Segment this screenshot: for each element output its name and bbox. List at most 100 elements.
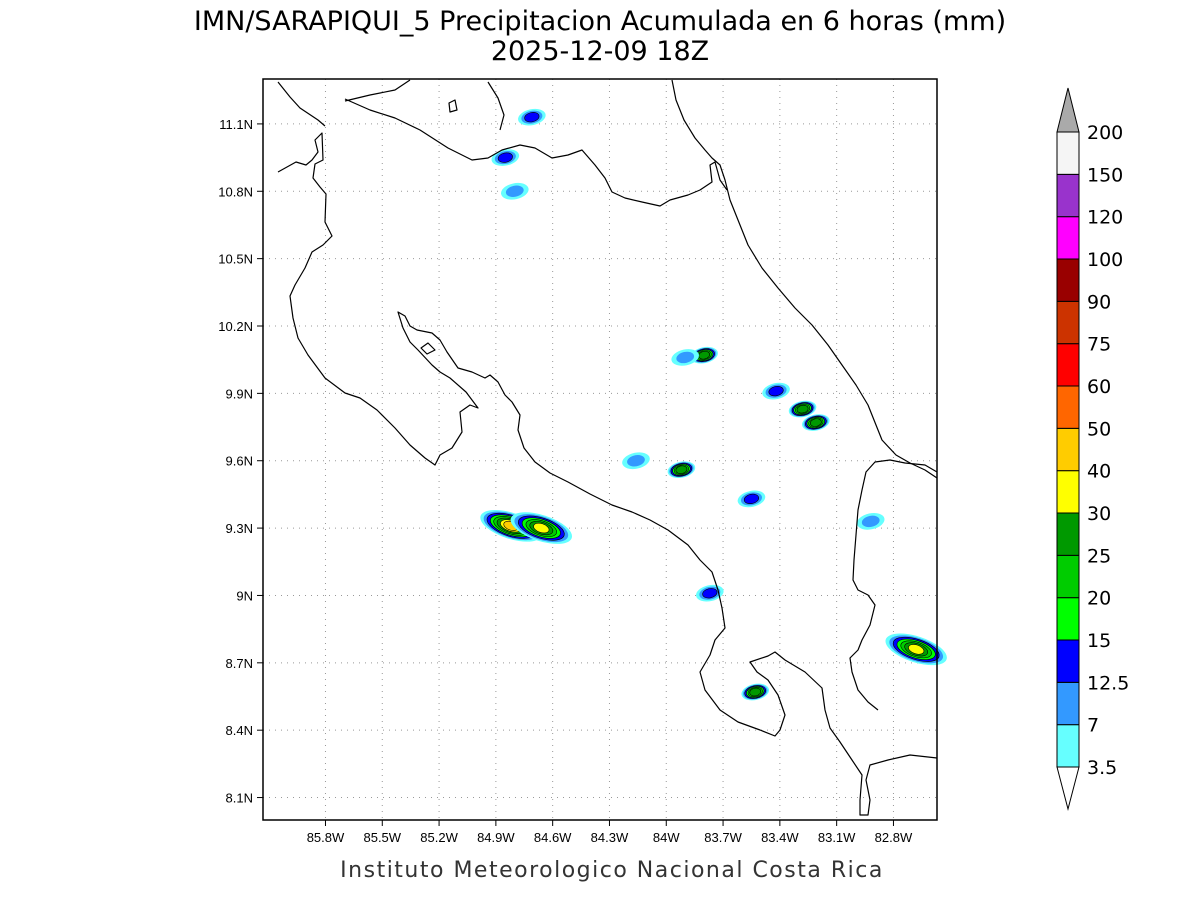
precip-cell (802, 414, 830, 431)
legend-color-box (1056, 131, 1080, 175)
lat-tick-label: 10.5N (218, 252, 253, 267)
lat-tick-label: 9.6N (226, 454, 253, 469)
precip-contour (768, 386, 784, 397)
latitude-axis: 11.1N 10.8N 10.5N 10.2N 9.9N 9.6N 9.3N 9N 8.7N 8.… (218, 117, 263, 806)
legend-level-label: 7 (1087, 715, 1099, 737)
legend-level-label: 75 (1087, 334, 1111, 356)
precip-cell (491, 149, 520, 166)
precip-contour (796, 404, 809, 414)
map-title: IMN/SARAPIQUI_5 Precipitacion Acumulada … (194, 6, 1006, 37)
lat-tick-label: 11.1N (219, 117, 253, 132)
legend-level-label: 30 (1087, 503, 1111, 525)
precip-contour (908, 644, 925, 655)
legend-color-box (1056, 597, 1080, 641)
legend-level-label: 50 (1087, 418, 1111, 440)
precip-cell (762, 382, 790, 400)
lat-tick-label: 8.1N (226, 791, 253, 806)
precip-contour (743, 493, 759, 505)
map-grid (263, 79, 937, 820)
legend-lower-arrow (1056, 766, 1080, 811)
legend-color-box (1056, 173, 1080, 218)
lon-tick-label: 83.4W (761, 830, 799, 845)
lat-tick-label: 8.4N (226, 723, 253, 738)
legend-color-box (1056, 681, 1080, 726)
precip-cell (510, 512, 573, 544)
lon-tick-label: 83.7W (704, 830, 742, 845)
lat-tick-label: 8.7N (226, 656, 253, 671)
precip-cell (741, 683, 770, 701)
lon-tick-label: 85.8W (307, 830, 345, 845)
legend-level-label: 3.5 (1087, 757, 1117, 779)
nicaragua-lake-shore (277, 81, 326, 127)
precipitation-field (480, 108, 947, 701)
lon-tick-label: 84.3W (591, 830, 629, 845)
longitude-axis: 85.8W 85.5W 85.2W 84.9W 84.6W 84.3W 84W 83.7W 83… (307, 820, 913, 845)
precip-cell (696, 584, 724, 602)
lon-tick-label: 85.2W (420, 830, 458, 845)
legend-color-box (1056, 554, 1080, 599)
lat-tick-label: 9.9N (226, 386, 253, 401)
lat-tick-label: 10.8N (218, 184, 253, 199)
precip-cell (737, 490, 766, 508)
legend-color-box (1056, 343, 1080, 387)
lake-island (448, 99, 458, 113)
nicaragua-caribbean-coast (487, 81, 505, 131)
legend-level-label: 90 (1087, 291, 1111, 313)
lat-tick-label: 9N (236, 588, 253, 603)
lon-tick-label: 84W (653, 830, 680, 845)
map-panel (262, 78, 947, 821)
legend-color-box (1056, 512, 1080, 556)
precip-contour (675, 465, 688, 474)
precip-contour (497, 152, 513, 163)
precip-contour (809, 418, 822, 427)
precip-contour (533, 522, 550, 534)
legend-color-box (1056, 258, 1080, 302)
northern-border (344, 98, 728, 207)
legend-color-box (1056, 216, 1080, 260)
precip-cell (622, 452, 650, 470)
legend-level-label: 200 (1087, 122, 1123, 144)
legend-upper-arrow (1056, 87, 1080, 133)
legend-level-label: 25 (1087, 545, 1111, 567)
precip-cell (501, 182, 529, 200)
legend-color-box (1056, 470, 1080, 514)
lon-tick-label: 84.6W (534, 830, 572, 845)
precip-contour (861, 515, 880, 528)
legend-color-box (1056, 427, 1080, 472)
legend-level-label: 40 (1087, 461, 1111, 483)
nicaragua-border (344, 79, 411, 102)
precipitation-legend: 3.5 7 12.5 15 20 25 30 40 50 60 75 90 100 120 150 200 (1056, 87, 1129, 811)
precip-cell (856, 513, 885, 530)
map-frame (262, 78, 938, 821)
caribbean-coastline (671, 79, 938, 479)
precip-cell (518, 108, 546, 126)
lon-tick-label: 83.1W (818, 830, 856, 845)
precip-contour (749, 687, 762, 697)
precip-cell (671, 349, 699, 366)
precip-cell (667, 461, 696, 479)
precip-contour (505, 185, 524, 197)
lat-tick-label: 10.2N (218, 319, 253, 334)
legend-color-box (1056, 300, 1080, 345)
panama-border (849, 459, 938, 711)
gulf-island (420, 342, 436, 355)
legend-color-box (1056, 724, 1080, 768)
map-subtitle-date: 2025-12-09 18Z (491, 36, 709, 67)
legend-level-label: 12.5 (1087, 672, 1129, 694)
legend-level-label: 15 (1087, 630, 1111, 652)
legend-level-label: 100 (1087, 249, 1123, 271)
lat-tick-label: 9.3N (226, 521, 253, 536)
lon-tick-label: 84.9W (477, 830, 515, 845)
precip-contour (627, 455, 645, 467)
precip-contour (702, 588, 718, 599)
precip-cell (788, 400, 817, 418)
precip-cell (885, 633, 947, 666)
precip-cell (690, 346, 718, 364)
lon-tick-label: 82.8W (875, 830, 913, 845)
legend-color-box (1056, 639, 1080, 683)
legend-level-label: 20 (1087, 588, 1111, 610)
coastlines (277, 79, 938, 816)
legend-color-box (1056, 385, 1080, 429)
lon-tick-label: 85.5W (363, 830, 401, 845)
